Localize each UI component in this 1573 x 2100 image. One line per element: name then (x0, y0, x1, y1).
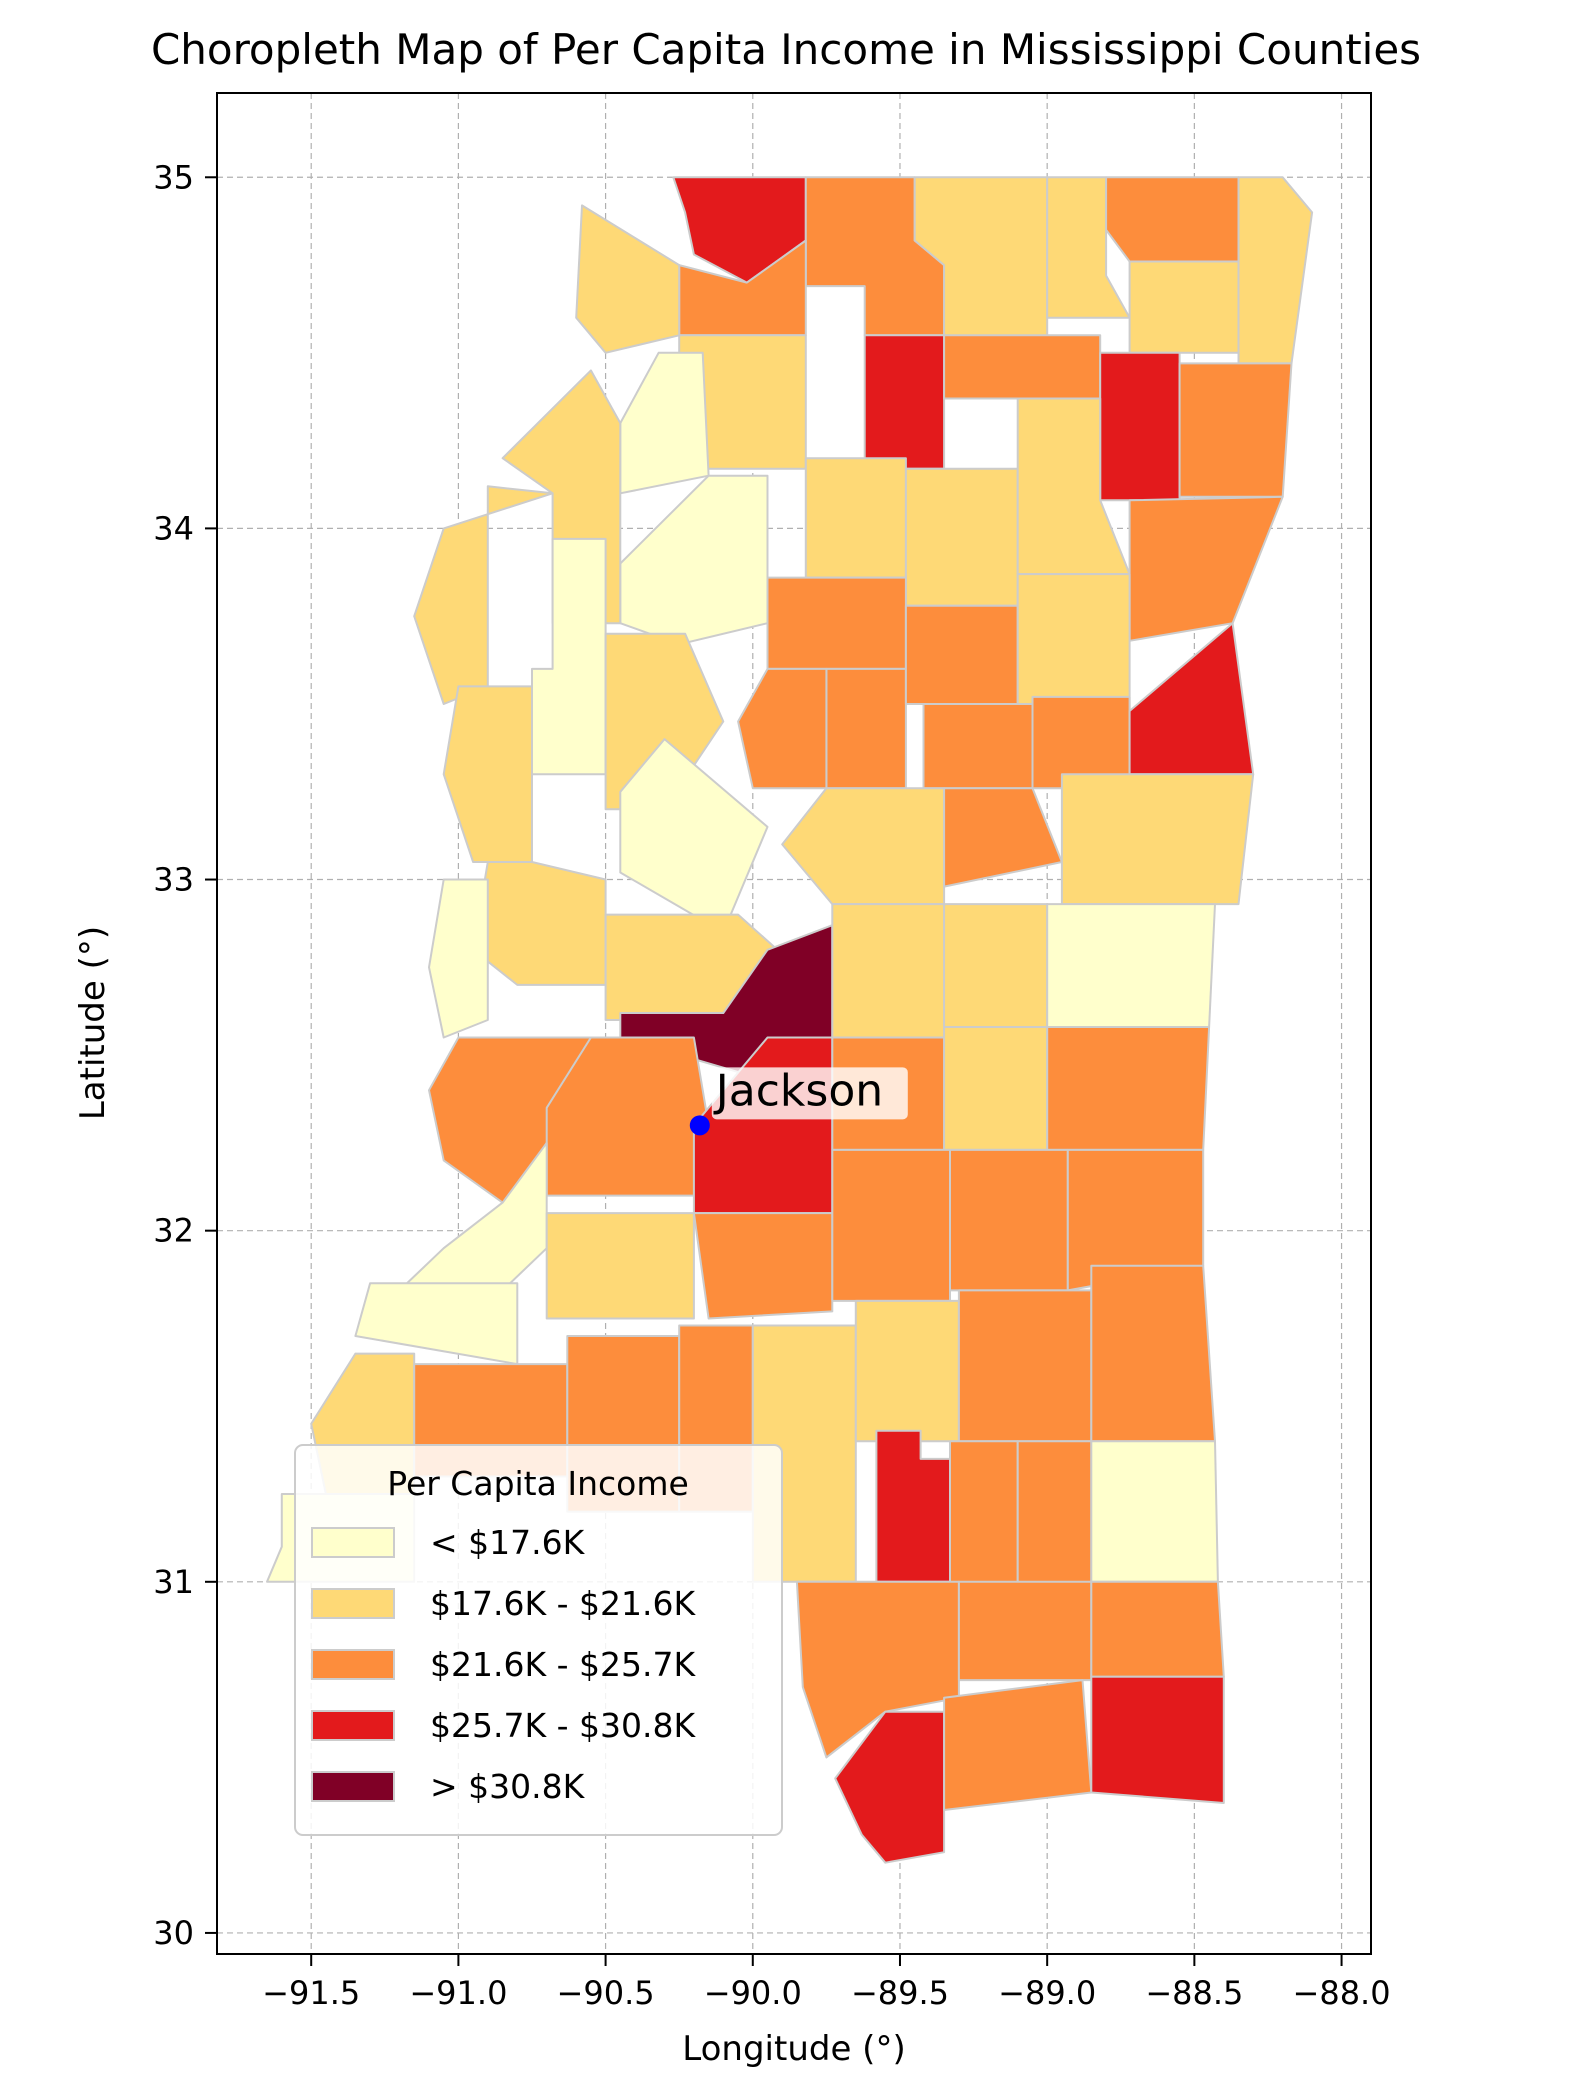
x-tick-label: −88.0 (1293, 1974, 1391, 2012)
county-region (854, 1299, 960, 1443)
county-region (1090, 1264, 1216, 1443)
axis-ticks: −91.5 −91.0 −90.5 −90.0 −89.5 −89.0 −88.5 −88.0… (153, 158, 1390, 2012)
city-label: Jackson (713, 1065, 883, 1116)
legend-title: Per Capita Income (387, 1464, 689, 1503)
y-tick-label: 30 (153, 1914, 194, 1952)
legend-swatch (311, 1710, 395, 1741)
city-marker-group: Jackson (689, 1065, 908, 1136)
county-region (354, 1282, 519, 1366)
county-region (1099, 351, 1181, 502)
county-region (575, 204, 681, 354)
legend-box (294, 1444, 783, 1836)
legend-label: < $17.6K (430, 1523, 586, 1562)
county-region (692, 1212, 834, 1320)
y-tick-label: 35 (153, 158, 194, 196)
county-region (943, 334, 1102, 400)
y-tick-label: 32 (153, 1212, 194, 1250)
legend-label: $25.7K - $30.8K (430, 1706, 696, 1745)
legend: Per Capita Income < $17.6K $17.6K - $21.6… (294, 1444, 783, 1836)
county-region (875, 1429, 951, 1583)
county-region (1060, 773, 1255, 906)
chart-title: Choropleth Map of Per Capita Income in M… (151, 25, 1421, 74)
x-tick-label: −90.5 (557, 1974, 655, 2012)
county-region (1090, 1675, 1225, 1804)
county-region (781, 787, 946, 906)
county-region (413, 485, 554, 705)
county-region (428, 878, 489, 1039)
county-region (442, 685, 533, 863)
county-region (1178, 362, 1293, 498)
x-tick-label: −89.0 (998, 1974, 1096, 2012)
y-axis-label: Latitude (°) (73, 926, 113, 1120)
city-marker (689, 1115, 710, 1136)
county-region (619, 351, 710, 495)
county-region (825, 667, 907, 790)
county-region (1016, 573, 1131, 712)
x-tick-label: −91.5 (262, 1974, 360, 2012)
y-tick-label: 33 (153, 861, 194, 899)
legend-swatch (311, 1588, 395, 1619)
x-tick-label: −90.0 (704, 1974, 802, 2012)
county-region (1237, 176, 1314, 365)
legend-swatch (311, 1649, 395, 1680)
y-tick-label: 31 (153, 1563, 194, 1601)
legend-label: $17.6K - $21.6K (430, 1584, 696, 1623)
legend-entries: < $17.6K $17.6K - $21.6K $21.6K - $25.7K $2… (311, 1523, 696, 1806)
county-region (922, 703, 1034, 790)
county-region (531, 537, 607, 776)
y-tick-label: 34 (153, 509, 194, 547)
city-label-background (711, 1067, 908, 1120)
plot-frame (216, 92, 1372, 1955)
county-region (1128, 260, 1240, 354)
county-region (949, 1148, 1069, 1292)
county-region (1046, 1026, 1211, 1151)
county-region (1016, 397, 1131, 576)
x-axis-label: Longitude (°) (682, 2029, 905, 2069)
county-region (943, 787, 1063, 888)
legend-label: $21.6K - $25.7K (430, 1645, 696, 1684)
county-region (619, 474, 769, 646)
county-region (619, 738, 769, 934)
county-region (904, 467, 1019, 607)
county-region (545, 1212, 695, 1320)
county-region (766, 576, 907, 670)
legend-swatch (311, 1527, 395, 1558)
county-region (831, 1148, 951, 1302)
county-region (1105, 176, 1240, 263)
county-region (943, 903, 1049, 1028)
county-region (804, 457, 907, 579)
legend-swatch (311, 1771, 395, 1802)
county-region (1090, 1580, 1225, 1678)
county-region (863, 334, 946, 470)
county-region (904, 604, 1019, 705)
county-region (1090, 1440, 1219, 1583)
county-region (943, 1679, 1093, 1811)
county-region (831, 903, 946, 1039)
county-region (943, 1026, 1049, 1151)
x-tick-label: −88.5 (1145, 1974, 1243, 2012)
county-region (1128, 622, 1255, 776)
county-region (472, 861, 607, 986)
x-tick-label: −91.0 (409, 1974, 507, 2012)
county-region (1128, 495, 1284, 642)
county-regions (266, 176, 1314, 1864)
county-region (957, 1580, 1093, 1682)
county-region (1046, 176, 1131, 319)
county-region (737, 667, 828, 790)
legend-label: > $30.8K (430, 1767, 586, 1806)
x-tick-label: −89.5 (851, 1974, 949, 2012)
county-region (957, 1289, 1093, 1443)
county-region (1046, 903, 1216, 1028)
